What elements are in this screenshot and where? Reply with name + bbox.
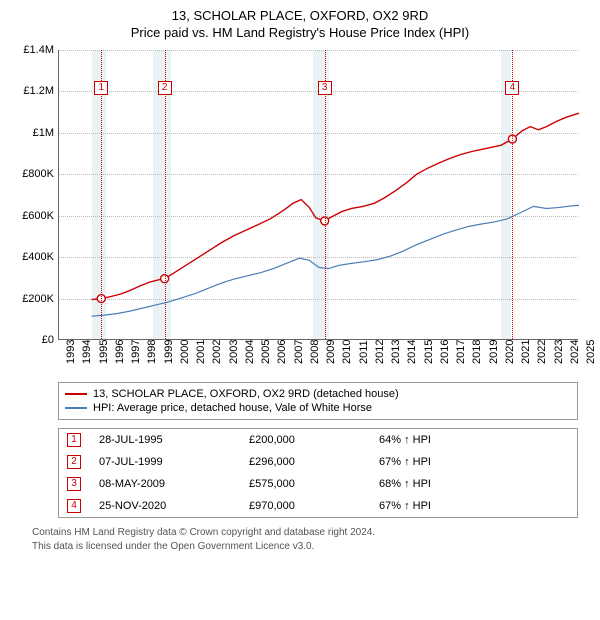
y-tick-label: £1.4M xyxy=(12,44,54,56)
row-price: £575,000 xyxy=(249,478,379,490)
event-marker-box: 2 xyxy=(158,81,172,95)
chart-container: 13, SCHOLAR PLACE, OXFORD, OX2 9RD Price… xyxy=(0,0,600,563)
row-hpi-delta: 67% ↑ HPI xyxy=(379,456,569,468)
row-marker-box: 4 xyxy=(67,499,81,513)
row-hpi-delta: 68% ↑ HPI xyxy=(379,478,569,490)
row-marker-box: 2 xyxy=(67,455,81,469)
table-row: 1 28-JUL-1995£200,00064% ↑ HPI xyxy=(59,429,577,451)
chart-area: £0 £200K £400K £600K £800K £1M £1.2M £1.4M 1 2 3 4… xyxy=(12,46,588,376)
y-tick-label: £600K xyxy=(12,210,54,222)
y-tick-label: £400K xyxy=(12,251,54,263)
row-price: £200,000 xyxy=(249,434,379,446)
legend-swatch-icon xyxy=(65,393,87,395)
event-marker-box: 1 xyxy=(94,81,108,95)
event-marker-box: 4 xyxy=(505,81,519,95)
transactions-table: 1 28-JUL-1995£200,00064% ↑ HPI 2 07-JUL-199… xyxy=(58,428,578,518)
row-date: 07-JUL-1999 xyxy=(99,456,249,468)
chart-subtitle: Price paid vs. HM Land Registry's House … xyxy=(12,25,588,40)
legend-label: 13, SCHOLAR PLACE, OXFORD, OX2 9RD (deta… xyxy=(93,388,399,400)
row-date: 25-NOV-2020 xyxy=(99,500,249,512)
row-date: 28-JUL-1995 xyxy=(99,434,249,446)
table-row: 4 25-NOV-2020£970,00067% ↑ HPI xyxy=(59,495,577,517)
legend-item: HPI: Average price, detached house, Vale… xyxy=(65,401,571,415)
table-row: 2 07-JUL-1999£296,00067% ↑ HPI xyxy=(59,451,577,473)
plot-region: 1 2 3 4 xyxy=(58,50,578,340)
row-hpi-delta: 64% ↑ HPI xyxy=(379,434,569,446)
y-tick-label: £0 xyxy=(12,334,54,346)
y-tick-label: £1M xyxy=(12,127,54,139)
row-price: £970,000 xyxy=(249,500,379,512)
chart-title: 13, SCHOLAR PLACE, OXFORD, OX2 9RD xyxy=(12,8,588,23)
row-hpi-delta: 67% ↑ HPI xyxy=(379,500,569,512)
event-marker-box: 3 xyxy=(318,81,332,95)
row-date: 08-MAY-2009 xyxy=(99,478,249,490)
x-tick-label: 2025 xyxy=(585,340,600,364)
row-marker-box: 3 xyxy=(67,477,81,491)
y-tick-label: £800K xyxy=(12,168,54,180)
footer-line: This data is licensed under the Open Gov… xyxy=(32,540,588,554)
legend-swatch-icon xyxy=(65,407,87,409)
y-tick-label: £200K xyxy=(12,293,54,305)
legend-label: HPI: Average price, detached house, Vale… xyxy=(93,402,372,414)
row-price: £296,000 xyxy=(249,456,379,468)
footer-line: Contains HM Land Registry data © Crown c… xyxy=(32,526,588,540)
footer-attribution: Contains HM Land Registry data © Crown c… xyxy=(32,526,588,553)
table-row: 3 08-MAY-2009£575,00068% ↑ HPI xyxy=(59,473,577,495)
legend-item: 13, SCHOLAR PLACE, OXFORD, OX2 9RD (deta… xyxy=(65,387,571,401)
row-marker-box: 1 xyxy=(67,433,81,447)
y-tick-label: £1.2M xyxy=(12,85,54,97)
legend: 13, SCHOLAR PLACE, OXFORD, OX2 9RD (deta… xyxy=(58,382,578,420)
